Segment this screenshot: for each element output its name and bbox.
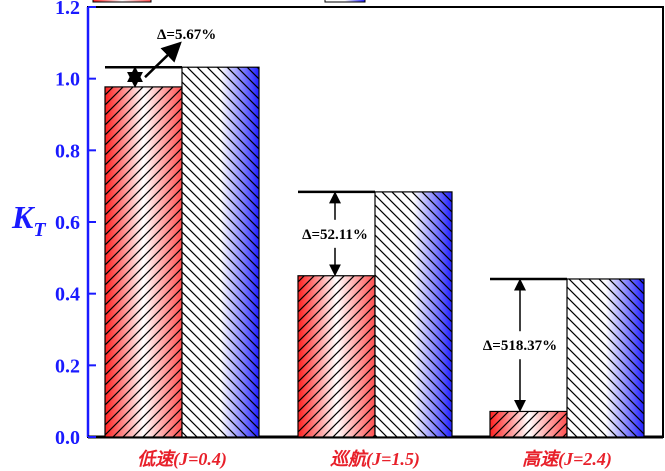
red-bar-hatch (297, 275, 376, 438)
blue-bar-hatch (566, 278, 645, 438)
delta-label: Δ=52.11% (302, 227, 368, 243)
blue-bar-hatch (374, 191, 453, 438)
blue-bar-hatch (181, 66, 260, 438)
y-tick-label: 0.8 (55, 140, 80, 162)
y-axis-label: KT (11, 199, 46, 241)
red-bar-hatch (489, 410, 568, 438)
legend-fragment (92, 0, 366, 3)
y-tick-label: 0.4 (55, 284, 80, 306)
y-tick-label: 1.2 (55, 0, 80, 19)
red-bar-hatch (104, 86, 183, 438)
x-tick-label: 低速(J=0.4) (137, 449, 227, 470)
y-tick-label: 0.0 (55, 427, 80, 449)
x-tick-label: 巡航(J=1.5) (330, 449, 420, 470)
pointer-arrow (144, 41, 182, 79)
x-tick-label: 高速(J=2.4) (522, 449, 612, 470)
delta-label: Δ=518.37% (483, 338, 557, 354)
y-tick-label: 0.6 (55, 212, 80, 234)
delta-label: Δ=5.67% (157, 27, 216, 43)
y-tick-label: 1.0 (55, 69, 80, 91)
y-tick-label: 0.2 (55, 355, 80, 377)
